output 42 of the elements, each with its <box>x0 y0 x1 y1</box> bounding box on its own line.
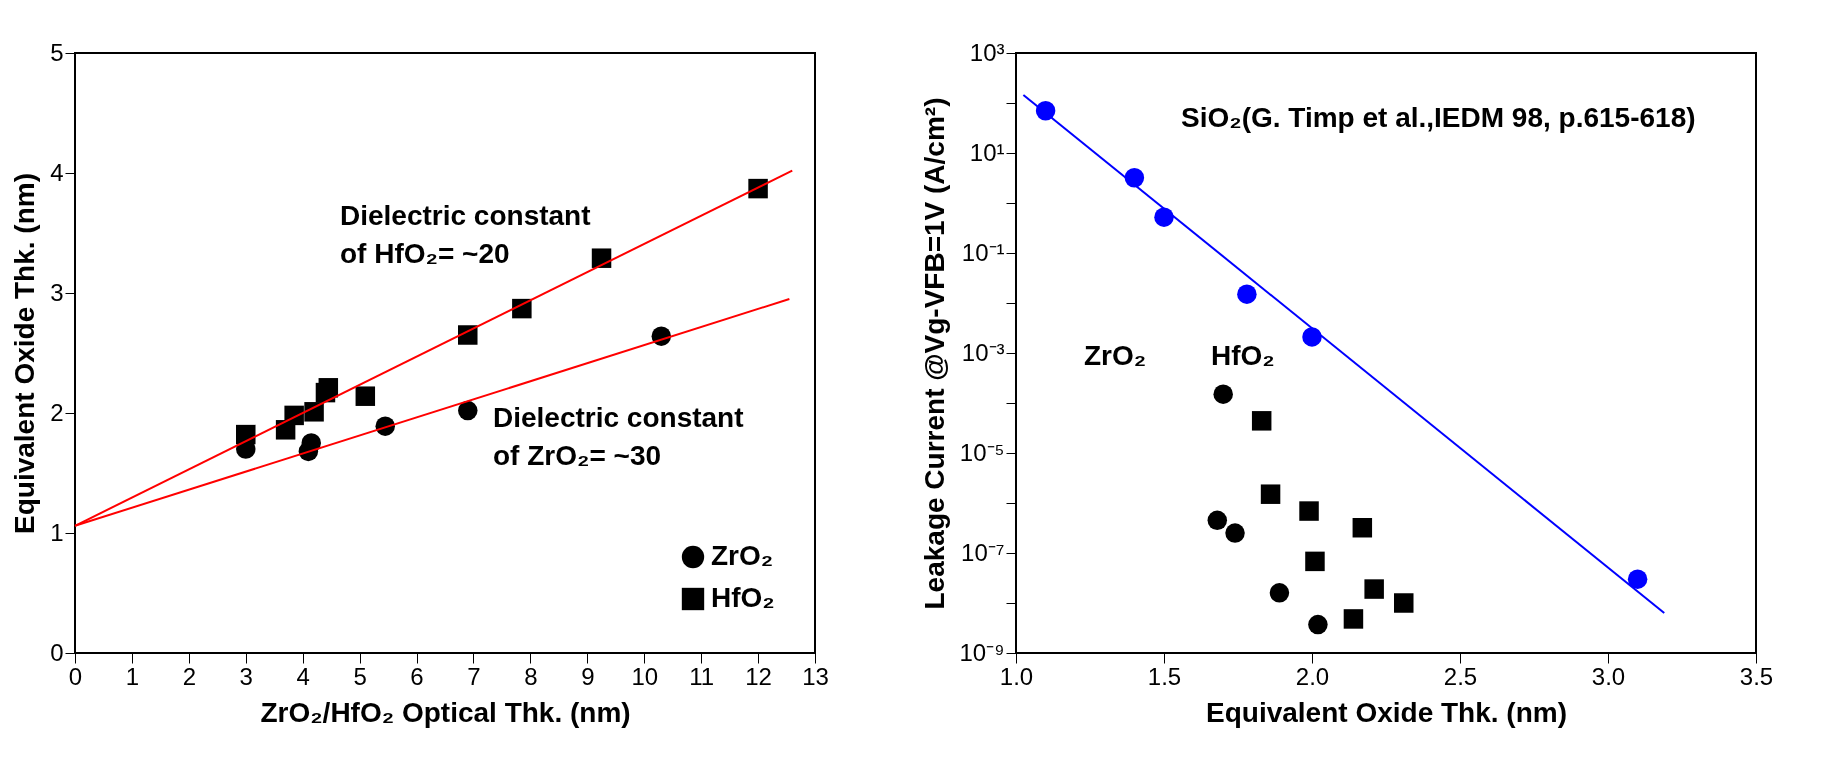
y-tick-label: 10⁻³ <box>961 338 1005 366</box>
annotation: HfO₂ <box>1211 340 1275 371</box>
annotation: ZrO₂ <box>1084 340 1147 371</box>
y-tick-label: 10⁻⁵ <box>959 438 1005 466</box>
x-tick-label: 2.5 <box>1443 662 1478 690</box>
x-tick-label: 10 <box>631 662 659 690</box>
x-tick-label: 9 <box>581 662 595 690</box>
x-tick-label: 7 <box>467 662 481 690</box>
x-axis-title: ZrO₂/HfO₂ Optical Thk. (nm) <box>260 696 631 728</box>
legend-label: ZrO₂ <box>711 540 774 571</box>
y-tick-label: 10⁻¹ <box>961 238 1005 266</box>
x-tick-label: 3.5 <box>1739 662 1774 690</box>
y-tick-label: 2 <box>50 398 64 426</box>
legend-label: HfO₂ <box>711 582 775 613</box>
x-tick-label: 0 <box>68 662 83 690</box>
y-axis-title: Leakage Current @Vg-VFB=1V (A/cm²) <box>918 97 950 610</box>
x-tick-label: 4 <box>296 662 310 690</box>
x-tick-label: 13 <box>802 662 829 690</box>
x-axis-title: Equivalent Oxide Thk. (nm) <box>1206 696 1567 728</box>
x-tick-label: 2.0 <box>1295 662 1330 690</box>
y-tick-label: 10³ <box>969 38 1005 66</box>
x-tick-label: 8 <box>524 662 538 690</box>
annotation: Dielectric constant of ZrO₂= ~30 <box>493 402 744 471</box>
y-tick-label: 1 <box>50 518 64 546</box>
x-tick-label: 11 <box>689 662 715 690</box>
y-tick-label: 0 <box>50 638 64 666</box>
x-tick-label: 2 <box>182 662 197 690</box>
annotation: SiO₂(G. Timp et al.,IEDM 98, p.615-618) <box>1181 102 1696 133</box>
y-tick-label: 5 <box>50 38 64 66</box>
x-tick-label: 3 <box>239 662 253 690</box>
x-tick-label: 12 <box>745 662 772 690</box>
x-tick-label: 1 <box>125 662 140 690</box>
x-tick-label: 6 <box>410 662 424 690</box>
x-tick-label: 1.5 <box>1147 662 1182 690</box>
x-tick-label: 5 <box>353 662 367 690</box>
y-tick-label: 3 <box>50 278 64 306</box>
y-tick-label: 10¹ <box>969 138 1005 166</box>
x-tick-label: 3.0 <box>1591 662 1626 690</box>
annotation: Dielectric constant of HfO₂= ~20 <box>340 200 591 269</box>
y-tick-label: 10⁻⁷ <box>961 538 1005 566</box>
y-tick-label: 4 <box>50 158 64 186</box>
y-axis-title: Equivalent Oxide Thk. (nm) <box>9 173 41 534</box>
